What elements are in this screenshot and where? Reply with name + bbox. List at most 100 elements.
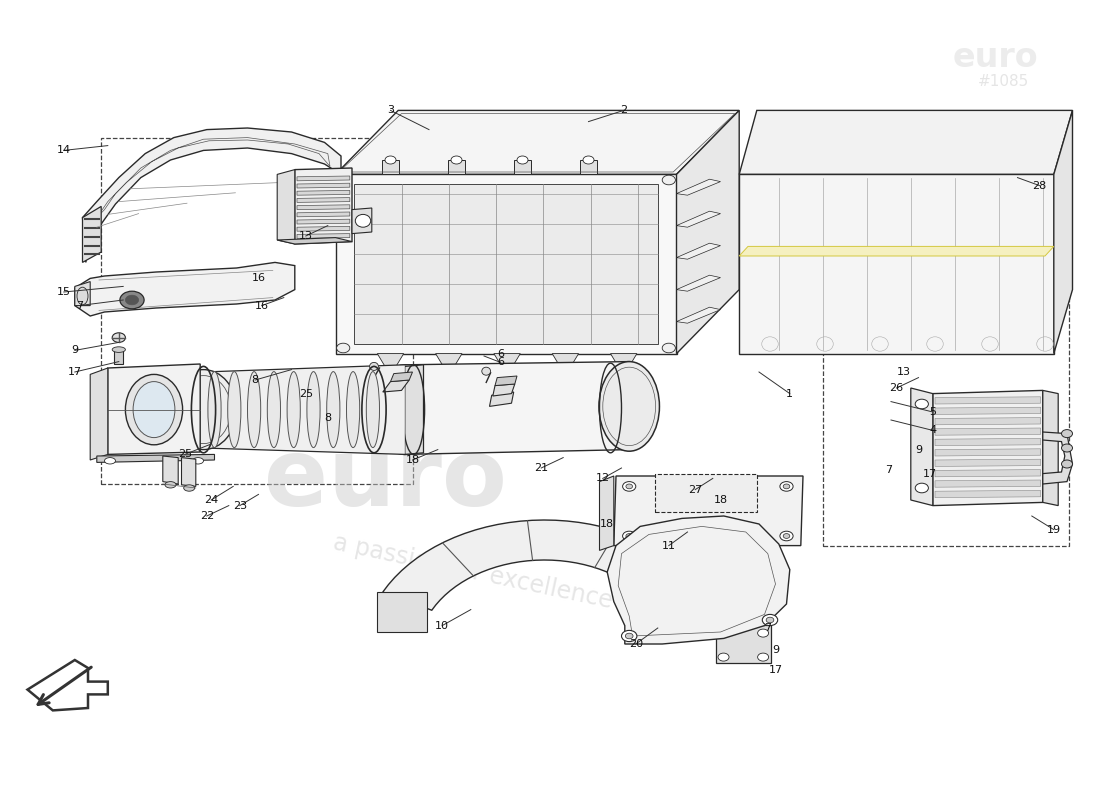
Text: 7: 7 (76, 301, 82, 310)
Polygon shape (610, 354, 637, 366)
Ellipse shape (623, 531, 636, 541)
Bar (101, 138, 412, 484)
Polygon shape (75, 282, 90, 306)
Ellipse shape (766, 618, 774, 622)
Polygon shape (935, 407, 1041, 414)
Text: 9: 9 (72, 346, 78, 355)
Polygon shape (552, 354, 579, 366)
Polygon shape (336, 174, 676, 354)
Polygon shape (493, 384, 515, 396)
Polygon shape (390, 372, 412, 382)
Polygon shape (514, 160, 531, 174)
Polygon shape (676, 179, 720, 195)
Text: 7: 7 (886, 466, 892, 475)
Polygon shape (297, 198, 350, 202)
Polygon shape (935, 397, 1041, 404)
Text: 26: 26 (890, 383, 903, 393)
Polygon shape (297, 183, 350, 188)
Ellipse shape (307, 371, 320, 448)
Polygon shape (676, 275, 720, 291)
Ellipse shape (915, 483, 928, 493)
Ellipse shape (385, 156, 396, 164)
Polygon shape (494, 354, 520, 366)
Text: 16: 16 (255, 301, 268, 310)
Ellipse shape (780, 531, 793, 541)
Text: 5: 5 (930, 407, 936, 417)
Polygon shape (935, 438, 1041, 446)
Text: 7: 7 (764, 623, 771, 633)
Polygon shape (97, 454, 214, 462)
Polygon shape (935, 418, 1041, 425)
Polygon shape (739, 246, 1054, 256)
Polygon shape (600, 476, 614, 550)
Text: 8: 8 (324, 413, 331, 422)
Text: 18: 18 (406, 455, 419, 465)
Text: 24: 24 (205, 495, 218, 505)
Polygon shape (676, 307, 720, 323)
Text: 6: 6 (497, 349, 504, 358)
Ellipse shape (762, 614, 778, 626)
Polygon shape (739, 174, 1054, 354)
Ellipse shape (598, 362, 659, 451)
Ellipse shape (662, 343, 675, 353)
Ellipse shape (758, 653, 769, 661)
Polygon shape (297, 190, 350, 195)
Ellipse shape (783, 484, 790, 489)
Polygon shape (82, 128, 341, 262)
Ellipse shape (192, 458, 204, 464)
Polygon shape (495, 376, 517, 386)
Polygon shape (383, 380, 409, 392)
Polygon shape (108, 364, 200, 454)
Ellipse shape (112, 346, 125, 352)
Polygon shape (654, 474, 757, 512)
Polygon shape (163, 456, 178, 484)
Text: 17: 17 (68, 367, 81, 377)
Ellipse shape (625, 634, 634, 638)
Text: 17: 17 (923, 469, 936, 478)
Polygon shape (204, 365, 405, 454)
Polygon shape (354, 184, 658, 344)
Ellipse shape (120, 291, 144, 309)
Text: 27: 27 (689, 485, 702, 494)
Ellipse shape (112, 333, 125, 342)
Text: 25: 25 (178, 450, 191, 459)
Text: 13: 13 (898, 367, 911, 377)
Ellipse shape (374, 365, 436, 454)
Ellipse shape (346, 371, 360, 448)
Polygon shape (1043, 390, 1058, 506)
Ellipse shape (1062, 460, 1072, 468)
Text: 23: 23 (233, 501, 246, 510)
Polygon shape (90, 368, 108, 460)
Ellipse shape (718, 629, 729, 637)
Ellipse shape (125, 295, 139, 305)
Text: 17: 17 (769, 666, 782, 675)
Polygon shape (297, 212, 350, 217)
Ellipse shape (287, 371, 300, 448)
Text: 6: 6 (497, 358, 504, 367)
Text: 12: 12 (596, 474, 609, 483)
Ellipse shape (355, 214, 371, 227)
Polygon shape (933, 390, 1043, 506)
Polygon shape (1043, 432, 1072, 484)
Polygon shape (1054, 110, 1072, 354)
Polygon shape (377, 592, 427, 632)
Polygon shape (739, 110, 1072, 174)
Ellipse shape (662, 175, 675, 185)
Polygon shape (448, 160, 465, 174)
Polygon shape (277, 238, 352, 244)
Ellipse shape (165, 482, 176, 488)
Polygon shape (436, 354, 462, 366)
Text: 11: 11 (662, 541, 675, 550)
Ellipse shape (1062, 444, 1072, 452)
Ellipse shape (780, 482, 793, 491)
Polygon shape (383, 520, 724, 638)
Polygon shape (114, 350, 123, 364)
Text: 1: 1 (786, 389, 793, 398)
Text: 2: 2 (620, 106, 627, 115)
Text: 18: 18 (601, 519, 614, 529)
Ellipse shape (337, 343, 350, 353)
Polygon shape (297, 219, 350, 224)
Ellipse shape (378, 370, 431, 449)
Text: 20: 20 (629, 639, 642, 649)
Polygon shape (382, 160, 399, 174)
